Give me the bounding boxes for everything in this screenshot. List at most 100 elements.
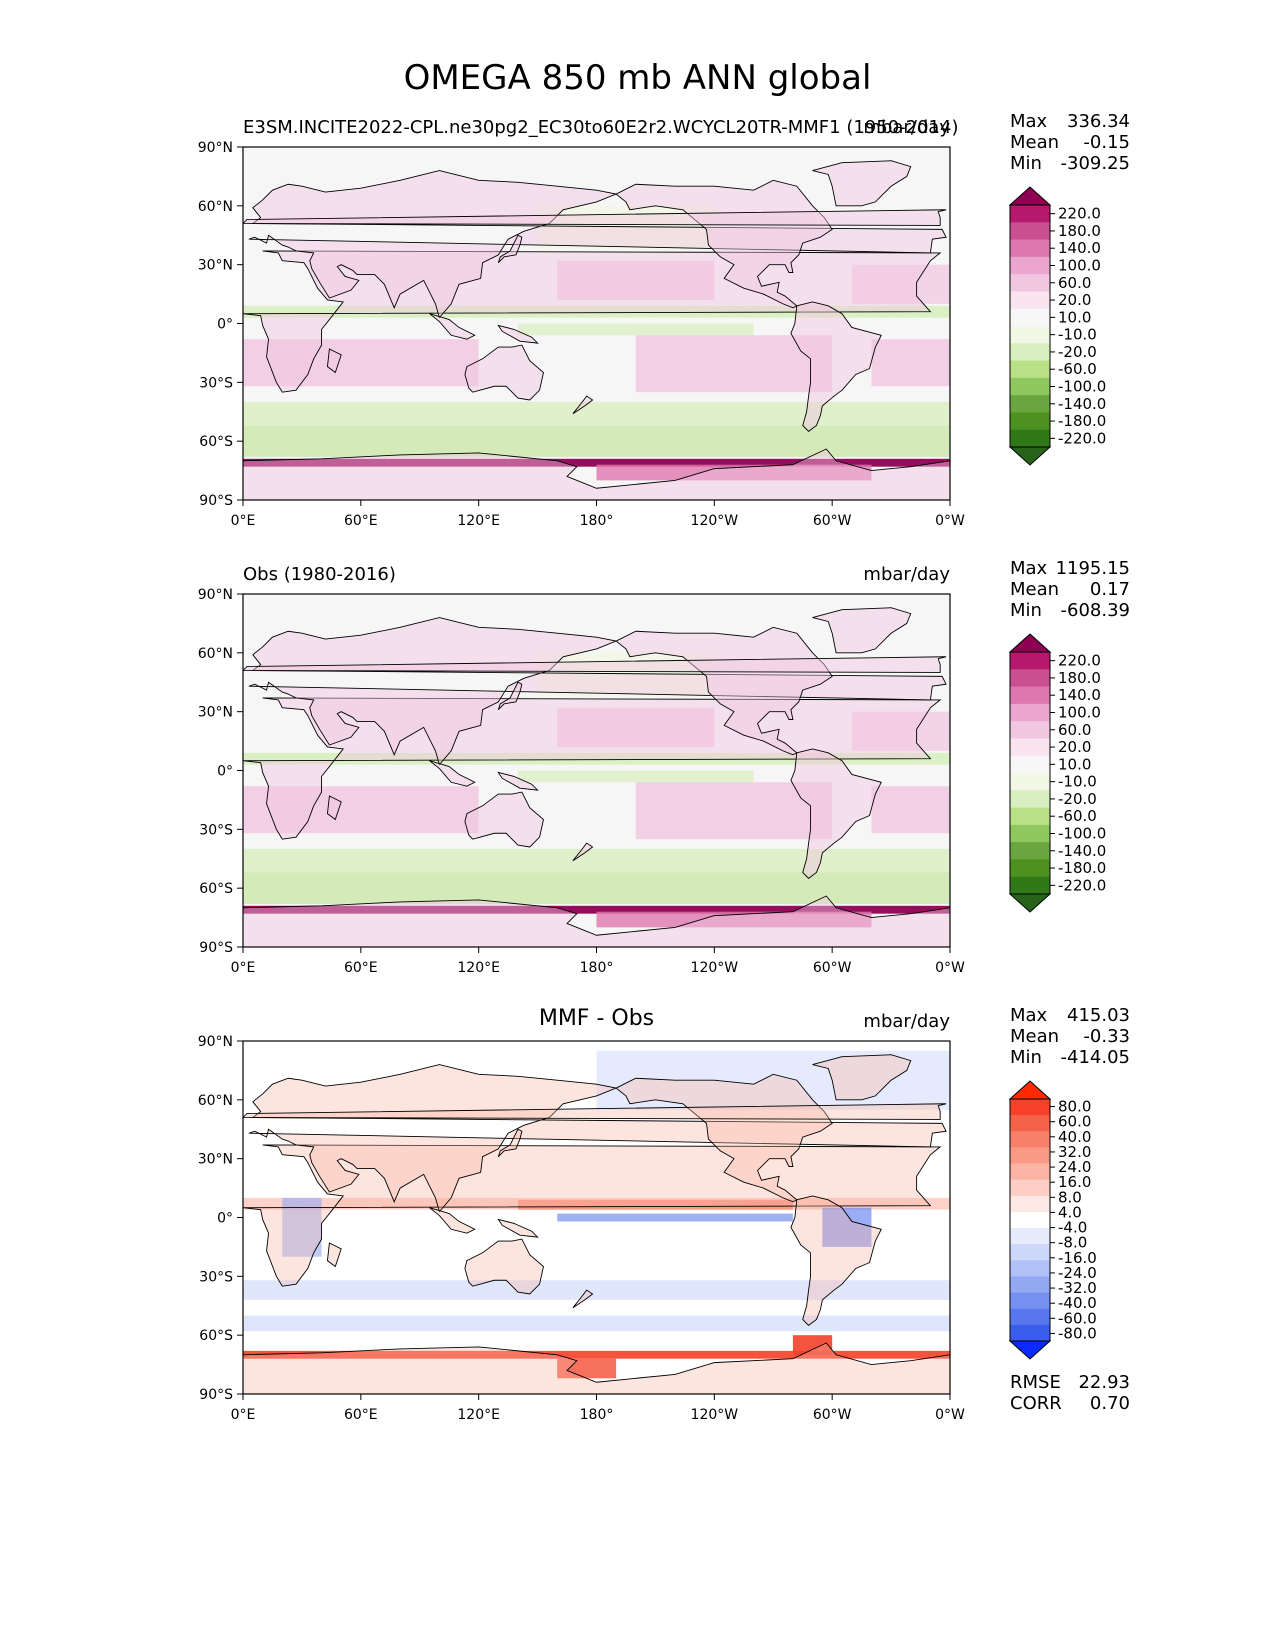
- colorbar-tick-label: -180.0: [1058, 859, 1106, 877]
- field-band: [537, 205, 715, 249]
- map-background: [243, 594, 950, 947]
- field-band: [243, 339, 479, 387]
- x-tick-label: 120°E: [457, 513, 500, 529]
- field-band: [282, 1197, 322, 1257]
- y-tick-label: 30°S: [199, 1269, 233, 1285]
- field-band: [243, 305, 950, 318]
- field-band: [792, 1335, 833, 1355]
- coastline: [429, 1207, 476, 1234]
- colorbar-tick-label: -10.0: [1058, 773, 1097, 791]
- stat-label: Mean: [1010, 1026, 1060, 1047]
- colorbar-segment: [1010, 222, 1050, 241]
- colorbar-tick-label: 100.0: [1058, 257, 1101, 275]
- colorbar-segment: [1010, 859, 1050, 878]
- colorbar-tick-label: -40.0: [1058, 1294, 1097, 1312]
- colorbar-tick-label: -100.0: [1058, 378, 1106, 396]
- colorbar-extend-bottom: [1008, 446, 1052, 466]
- field-band: [243, 1197, 950, 1210]
- colorbar-tick-label: -60.0: [1058, 360, 1097, 378]
- colorbar-tick-label: -60.0: [1058, 1309, 1097, 1327]
- colorbar-segment: [1010, 686, 1050, 705]
- colorbar-tick-label: 180.0: [1058, 222, 1101, 240]
- coastline: [497, 1128, 523, 1158]
- coastline: [243, 656, 947, 673]
- colorbar-tick-label: -80.0: [1058, 1324, 1097, 1342]
- colorbar-segment: [1010, 377, 1050, 396]
- coastline: [326, 795, 342, 821]
- metric-label: RMSE: [1010, 1372, 1061, 1393]
- colorbar-segment: [1010, 1115, 1050, 1132]
- colorbar-tick-label: -8.0: [1058, 1234, 1087, 1252]
- map-frame: [242, 593, 951, 948]
- colorbar-tick-label: -100.0: [1058, 825, 1106, 843]
- y-tick-label: 90°N: [198, 140, 233, 156]
- colorbar-tick-label: 60.0: [1058, 1113, 1091, 1131]
- colorbar-segment: [1010, 326, 1050, 344]
- field-band: [851, 264, 950, 304]
- stat-value: 0.17: [1089, 579, 1130, 600]
- y-tick-label: 30°N: [198, 258, 233, 274]
- y-tick-label: 0°: [217, 1211, 233, 1227]
- coastline: [248, 1064, 947, 1213]
- y-tick-label: 90°N: [198, 1034, 233, 1050]
- coastline: [243, 895, 950, 947]
- x-tick-label: 0°W: [935, 513, 965, 529]
- map-frame: [242, 1040, 951, 1395]
- panel-units: mbar/day: [863, 1011, 950, 1032]
- stat-value: 1195.15: [1055, 558, 1130, 579]
- field-band: [243, 458, 950, 467]
- x-tick-label: 0°W: [935, 960, 965, 976]
- colorbar-segment: [1010, 1195, 1050, 1213]
- x-tick-label: 120°W: [691, 1407, 739, 1423]
- colorbar-tick-label: -220.0: [1058, 429, 1106, 447]
- y-tick-label: 90°S: [199, 493, 233, 509]
- colorbar-segment: [1010, 824, 1050, 843]
- x-tick-label: 60°W: [813, 960, 852, 976]
- colorbar-tick-label: -16.0: [1058, 1249, 1097, 1267]
- colorbar-segment: [1010, 1099, 1050, 1116]
- colorbar-segment: [1010, 755, 1050, 774]
- colorbar-segment: [1010, 429, 1050, 448]
- colorbar-tick-label: 140.0: [1058, 686, 1101, 704]
- coastline: [497, 681, 523, 711]
- colorbar-segment: [1010, 1244, 1050, 1261]
- field-band: [243, 1315, 950, 1332]
- coastline: [572, 842, 594, 862]
- stat-label: Min: [1010, 1047, 1042, 1068]
- field-band: [243, 1280, 950, 1300]
- coastline: [429, 313, 476, 340]
- coastline: [615, 179, 833, 309]
- x-tick-label: 180°: [580, 513, 614, 529]
- x-tick-label: 0°E: [231, 513, 256, 529]
- stat-label: Mean: [1010, 132, 1060, 153]
- colorbar-segment: [1010, 291, 1050, 310]
- coastline: [243, 448, 950, 500]
- stat-label: Max: [1010, 111, 1048, 132]
- panel-units: mbar/day: [863, 117, 950, 138]
- colorbar-tick-label: 180.0: [1058, 669, 1101, 687]
- colorbar-tick-label: -20.0: [1058, 343, 1097, 361]
- colorbar-tick-label: 100.0: [1058, 704, 1101, 722]
- colorbar-segment: [1010, 1211, 1050, 1229]
- colorbar-extend-bottom: [1008, 893, 1052, 913]
- coastline: [497, 771, 539, 791]
- field-band: [596, 1050, 950, 1110]
- stat-value: 415.03: [1067, 1005, 1130, 1026]
- stat-label: Mean: [1010, 579, 1060, 600]
- colorbar-tick-label: 80.0: [1058, 1098, 1091, 1116]
- colorbar-segment: [1010, 721, 1050, 739]
- colorbar-segment: [1010, 1228, 1050, 1245]
- map-background: [243, 1041, 950, 1394]
- metric-value: 22.93: [1078, 1372, 1130, 1393]
- field-band: [243, 1350, 950, 1359]
- colorbar-tick-label: -220.0: [1058, 876, 1106, 894]
- colorbar-segment: [1010, 1308, 1050, 1326]
- field-band: [851, 711, 950, 751]
- colorbar-tick-label: 4.0: [1058, 1203, 1082, 1221]
- y-tick-label: 30°N: [198, 705, 233, 721]
- coastline: [615, 1073, 833, 1203]
- colorbar-tick-label: 10.0: [1058, 308, 1091, 326]
- x-tick-label: 120°E: [457, 1407, 500, 1423]
- y-tick-label: 90°S: [199, 940, 233, 956]
- colorbar-segment: [1010, 652, 1050, 670]
